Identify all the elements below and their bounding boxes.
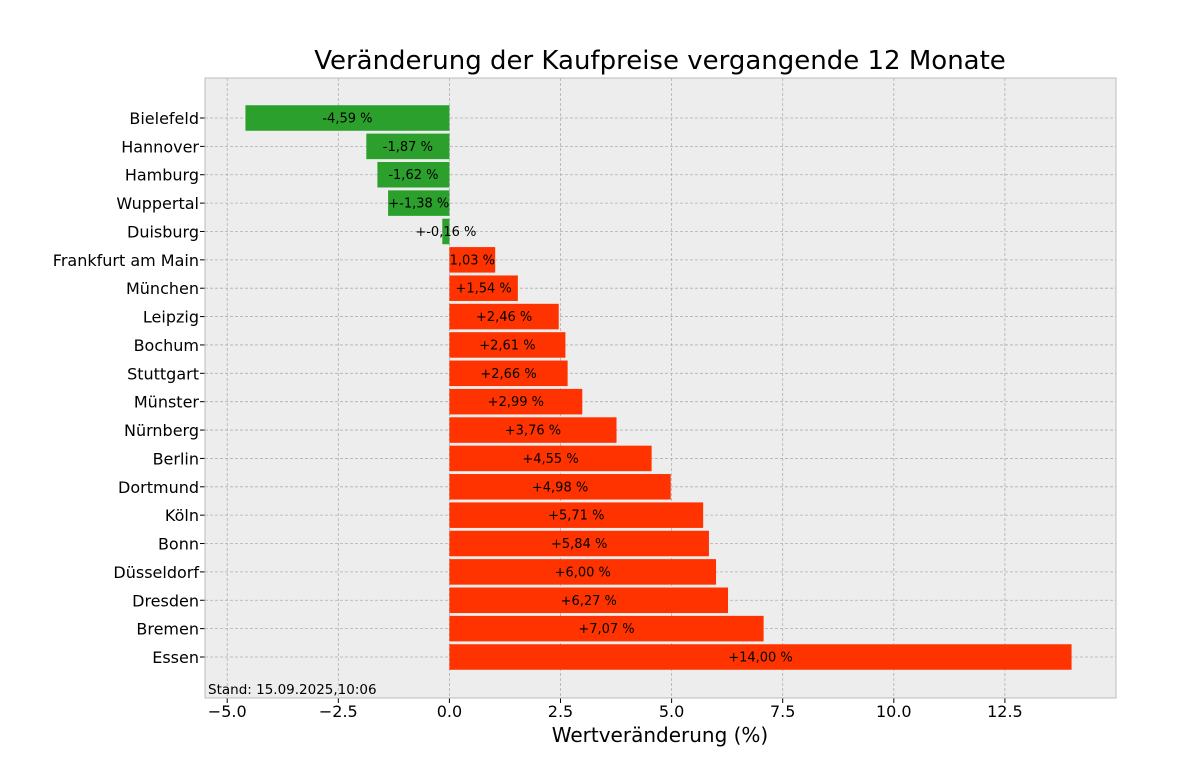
y-tick-label: Berlin — [153, 449, 199, 468]
x-tick-label: 2.5 — [548, 702, 573, 721]
x-axis-title: Wertveränderung (%) — [552, 723, 769, 747]
timestamp-footnote: Stand: 15.09.2025,10:06 — [208, 682, 377, 698]
bar-leipzig — [449, 303, 559, 330]
bar-nürnberg — [449, 417, 617, 443]
y-tick-label: Wuppertal — [116, 194, 199, 213]
y-tick-label: Leipzig — [143, 308, 199, 327]
data-label: +6,27 % — [561, 594, 617, 609]
bar-bremen — [449, 615, 764, 642]
bar-bochum — [449, 332, 566, 358]
y-tick-label: Frankfurt am Main — [53, 251, 199, 270]
data-label: +2,66 % — [480, 367, 536, 382]
y-tick-label: Bielefeld — [129, 109, 199, 128]
y-tick-label: Bremen — [136, 620, 199, 639]
data-label: +2,99 % — [488, 395, 544, 410]
data-label: -1,62 % — [388, 168, 438, 183]
data-label: +-0,16 % — [415, 225, 476, 240]
y-tick-label: Essen — [152, 648, 199, 667]
data-label: +-1,38 % — [388, 197, 449, 212]
data-label: +14,00 % — [728, 651, 793, 666]
x-tick-label: 5.0 — [659, 702, 684, 721]
x-tick-label: −5.0 — [208, 702, 247, 721]
y-tick-label: München — [126, 279, 199, 298]
y-tick-label: Dresden — [132, 591, 199, 610]
data-label: +7,07 % — [578, 622, 634, 637]
x-tick-label: −2.5 — [319, 702, 358, 721]
bar-wuppertal — [388, 190, 450, 216]
bar-dortmund — [449, 474, 671, 500]
x-tick-label: 7.5 — [770, 702, 795, 721]
y-tick-label: Duisburg — [127, 222, 199, 241]
y-tick-label: Münster — [134, 393, 200, 412]
chart-title: Veränderung der Kaufpreise vergangende 1… — [314, 46, 1006, 76]
data-label: -1,87 % — [383, 140, 433, 155]
y-tick-label: Düsseldorf — [113, 563, 199, 582]
y-tick-label: Nürnberg — [124, 421, 199, 440]
bar-dresden — [449, 587, 729, 614]
x-axis-ticks: −5.0 −2.5 0.0 2.5 5.0 7.5 10.0 12.5 — [208, 698, 1023, 721]
data-label: -4,59 % — [322, 112, 372, 127]
data-label: +5,84 % — [551, 537, 607, 552]
y-tick-label: Dortmund — [118, 478, 199, 497]
data-label: +2,46 % — [476, 310, 532, 325]
bar-düsseldorf — [449, 559, 717, 585]
x-tick-label: 0.0 — [437, 702, 462, 721]
plot-frame — [204, 77, 1117, 699]
bar-hannover — [366, 133, 450, 160]
data-label: 1,03 % — [450, 253, 495, 268]
data-label: +1,54 % — [455, 282, 511, 297]
data-label: +3,76 % — [505, 424, 561, 439]
bar-bielefeld — [245, 105, 450, 131]
bar-hamburg — [377, 161, 450, 188]
y-axis-ticks: Bielefeld Hannover Hamburg Wuppertal Duisbur… — [53, 109, 205, 667]
bar-münster — [449, 388, 583, 415]
bars-layer — [245, 105, 1072, 670]
data-label: +5,71 % — [548, 509, 604, 524]
bar-stuttgart — [449, 360, 568, 387]
y-tick-label: Bochum — [134, 336, 199, 355]
bar-duisburg — [442, 218, 450, 245]
y-tick-label: Hamburg — [125, 166, 199, 185]
x-tick-label: 12.5 — [987, 702, 1023, 721]
bar-frankfurt-am-main — [449, 247, 496, 273]
x-tick-label: 10.0 — [876, 702, 912, 721]
data-label: +2,61 % — [479, 338, 535, 353]
bar-essen — [449, 644, 1072, 670]
y-tick-label: Hannover — [121, 137, 199, 156]
data-label: +4,98 % — [532, 480, 588, 495]
y-tick-label: Köln — [165, 506, 199, 525]
bar-münchen — [449, 275, 518, 301]
y-tick-label: Stuttgart — [127, 364, 199, 383]
data-label: +4,55 % — [522, 452, 578, 467]
bar-berlin — [449, 445, 652, 472]
data-labels-layer: -4,59 % -1,87 % -1,62 % +-1,38 % +-0,16 % 1,0… — [322, 112, 792, 666]
y-tick-label: Bonn — [158, 535, 199, 554]
data-label: +6,00 % — [555, 565, 611, 580]
bar-bonn — [449, 530, 709, 557]
bar-köln — [449, 502, 704, 528]
